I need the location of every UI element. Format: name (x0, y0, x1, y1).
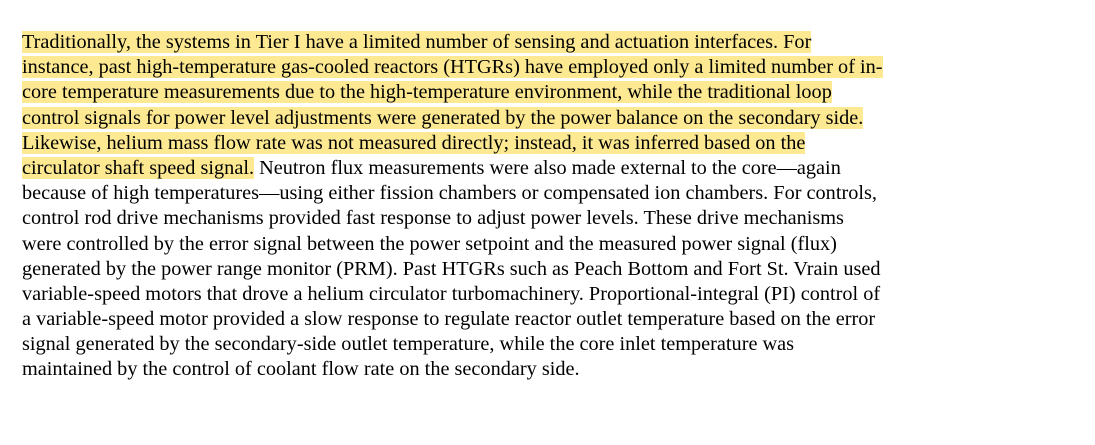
plain-text: were controlled by the error signal betw… (22, 232, 837, 255)
text-line-14: maintained by the control of coolant flo… (22, 357, 1092, 382)
text-line-10: generated by the power range monitor (PR… (22, 257, 1092, 282)
plain-text: variable-speed motors that drove a heliu… (22, 282, 881, 305)
highlighted-text: control signals for power level adjustme… (22, 106, 864, 129)
text-line-8: control rod drive mechanisms provided fa… (22, 206, 1092, 231)
body-paragraph: Traditionally, the systems in Tier I hav… (22, 30, 1092, 383)
plain-text: signal generated by the secondary-side o… (22, 333, 795, 356)
text-line-3: core temperature measurements due to the… (22, 80, 1092, 105)
text-line-9: were controlled by the error signal betw… (22, 232, 1092, 257)
text-line-13: signal generated by the secondary-side o… (22, 332, 1092, 357)
plain-text: Neutron flux measurements were also made… (254, 156, 841, 179)
text-line-4: control signals for power level adjustme… (22, 106, 1092, 131)
plain-text: maintained by the control of coolant flo… (22, 358, 580, 381)
highlighted-text: Likewise, helium mass flow rate was not … (22, 131, 806, 154)
plain-text: control rod drive mechanisms provided fa… (22, 207, 844, 230)
highlighted-text: instance, past high-temperature gas-cool… (22, 56, 883, 79)
highlighted-text: circulator shaft speed signal. (22, 156, 255, 179)
text-line-6: circulator shaft speed signal. Neutron f… (22, 156, 1092, 181)
plain-text: generated by the power range monitor (PR… (22, 257, 881, 280)
highlighted-text: Traditionally, the systems in Tier I hav… (22, 31, 812, 53)
text-line-2: instance, past high-temperature gas-cool… (22, 55, 1092, 80)
text-line-1: Traditionally, the systems in Tier I hav… (22, 30, 1092, 55)
text-line-7: because of high temperatures—using eithe… (22, 181, 1092, 206)
highlighted-text: core temperature measurements due to the… (22, 81, 832, 104)
text-line-11: variable-speed motors that drove a heliu… (22, 282, 1092, 307)
plain-text: because of high temperatures—using eithe… (22, 182, 877, 205)
plain-text: a variable-speed motor provided a slow r… (22, 308, 876, 331)
text-line-5: Likewise, helium mass flow rate was not … (22, 131, 1092, 156)
text-line-12: a variable-speed motor provided a slow r… (22, 307, 1092, 332)
